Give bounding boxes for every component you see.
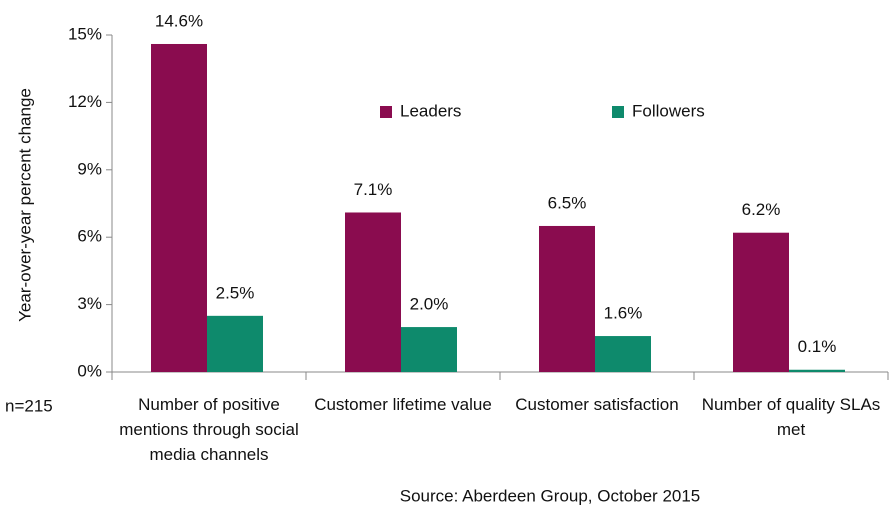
y-tick-label: 0% xyxy=(77,361,102,380)
y-tick-label: 6% xyxy=(77,227,102,246)
data-label: 0.1% xyxy=(798,337,837,356)
data-label: 1.6% xyxy=(604,304,643,323)
x-tick-label: Number of quality SLAs met xyxy=(701,395,881,439)
bar xyxy=(207,315,263,372)
bar xyxy=(789,369,845,372)
data-label: 2.5% xyxy=(216,283,255,302)
data-label: 14.6% xyxy=(155,11,203,30)
x-tick-label: Customer satisfaction xyxy=(515,395,679,414)
y-tick-label: 9% xyxy=(77,159,102,178)
y-tick-label: 12% xyxy=(68,92,102,111)
data-label: 2.0% xyxy=(410,295,449,314)
x-tick-label: Customer lifetime value xyxy=(314,395,492,414)
y-tick-label: 3% xyxy=(77,294,102,313)
data-label: 6.2% xyxy=(742,200,781,219)
bar xyxy=(151,43,207,373)
data-label: 7.1% xyxy=(354,180,393,199)
legend-label: Leaders xyxy=(400,101,461,120)
data-label: 6.5% xyxy=(548,193,587,212)
legend-label: Followers xyxy=(632,101,705,120)
legend-swatch xyxy=(380,106,392,118)
bar xyxy=(733,232,789,372)
x-tick-label: Number of positive mentions through soci… xyxy=(119,395,299,464)
y-tick-label: 15% xyxy=(68,24,102,43)
legend-swatch xyxy=(612,106,624,118)
bar xyxy=(539,225,595,372)
source: Source: Aberdeen Group, October 2015 xyxy=(400,486,701,505)
bar xyxy=(401,327,457,372)
bar xyxy=(595,336,651,372)
bar xyxy=(345,212,401,372)
y-axis-label: Year-over-year percent change xyxy=(15,88,34,322)
sample-size: n=215 xyxy=(5,396,53,415)
